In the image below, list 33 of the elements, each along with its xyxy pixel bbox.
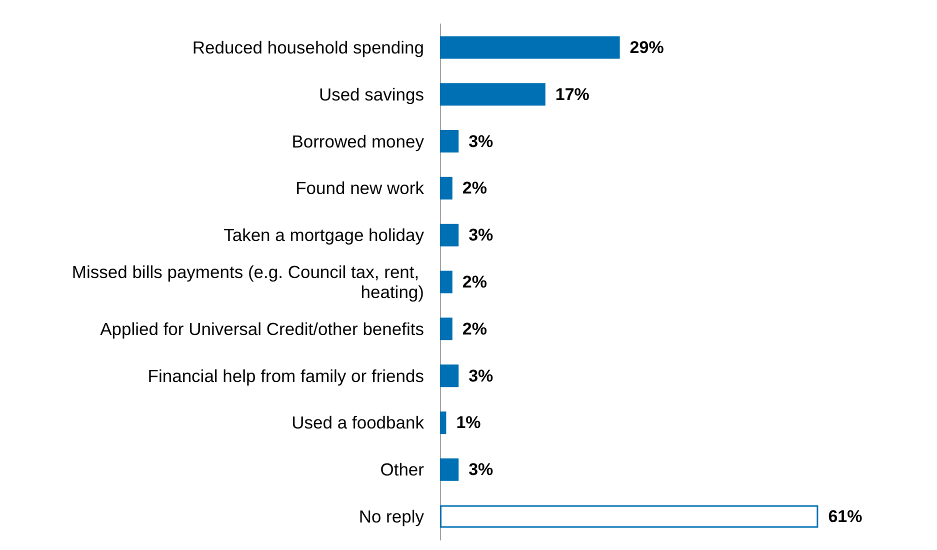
bar — [440, 458, 459, 481]
bar — [440, 364, 459, 388]
y-tick-label: Taken a mortgage holiday — [224, 225, 424, 246]
y-tick-label: No reply — [358, 506, 424, 527]
y-tick-label: Used a foodbank — [292, 412, 424, 433]
data-label: 2% — [462, 178, 487, 198]
data-label: 17% — [555, 84, 590, 104]
y-tick-label: Used savings — [318, 84, 424, 104]
bar — [440, 318, 452, 340]
data-label: 2% — [462, 272, 487, 292]
data-label: 3% — [468, 132, 494, 151]
y-tick-label: Found new work — [296, 178, 424, 198]
bar — [440, 411, 446, 434]
data-label: 3% — [468, 460, 494, 480]
y-tick-label: Other — [380, 460, 424, 480]
data-label: 3% — [468, 226, 494, 245]
bar — [440, 130, 459, 153]
y-tick-label: Borrowed money — [292, 131, 424, 152]
y-tick-label: Applied for Universal Credit/other benefits — [100, 318, 424, 339]
y-tick-label: Missed bills payments (e.g. Council tax, rent, heating) — [72, 262, 424, 302]
data-label: 2% — [462, 319, 487, 338]
bar — [440, 36, 620, 59]
bar — [440, 224, 459, 246]
y-tick-label: Financial help from family or friends — [148, 366, 424, 386]
bar — [440, 505, 818, 528]
data-label: 29% — [630, 38, 664, 57]
data-label: 1% — [456, 413, 481, 432]
data-label: 3% — [468, 366, 494, 386]
bar — [440, 270, 452, 294]
data-label: 61% — [828, 507, 862, 526]
bar — [440, 176, 452, 200]
y-tick-label: Reduced household spending — [192, 37, 424, 58]
bar — [440, 83, 546, 106]
